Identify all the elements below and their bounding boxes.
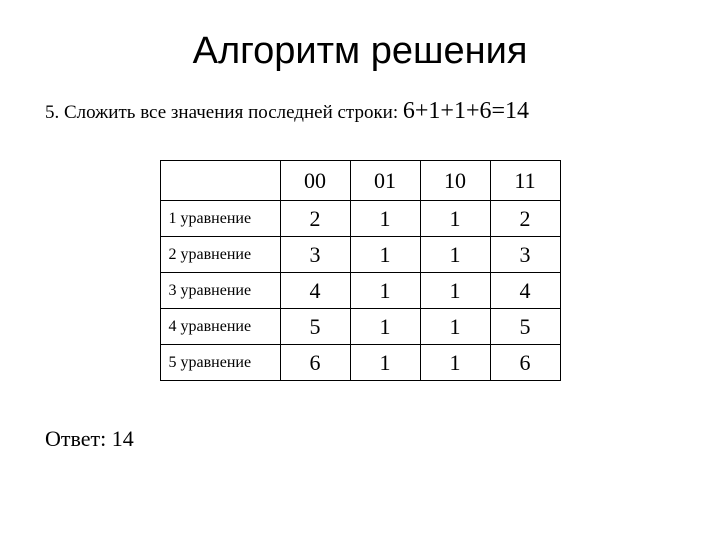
instruction-text: 5. Сложить все значения последней строки… bbox=[45, 98, 680, 125]
cell: 1 bbox=[350, 309, 420, 345]
cell: 1 bbox=[420, 309, 490, 345]
table-row: 5 уравнение 6 1 1 6 bbox=[160, 345, 560, 381]
table-row: 1 уравнение 2 1 1 2 bbox=[160, 201, 560, 237]
row-label: 1 уравнение bbox=[160, 201, 280, 237]
cell: 1 bbox=[350, 273, 420, 309]
cell: 3 bbox=[490, 237, 560, 273]
cell: 2 bbox=[490, 201, 560, 237]
cell: 1 bbox=[420, 237, 490, 273]
answer-text: Ответ: 14 bbox=[45, 426, 680, 452]
data-table: 00 01 10 11 1 уравнение 2 1 1 2 2 уравне… bbox=[160, 160, 561, 381]
cell: 1 bbox=[420, 201, 490, 237]
row-label: 5 уравнение bbox=[160, 345, 280, 381]
page-title: Алгоритм решения bbox=[40, 30, 680, 73]
cell: 6 bbox=[490, 345, 560, 381]
instruction-math: 6+1+1+6=14 bbox=[403, 98, 529, 124]
cell: 1 bbox=[350, 201, 420, 237]
row-label: 2 уравнение bbox=[160, 237, 280, 273]
cell: 4 bbox=[490, 273, 560, 309]
header-cell-empty bbox=[160, 161, 280, 201]
cell: 1 bbox=[350, 345, 420, 381]
row-label: 3 уравнение bbox=[160, 273, 280, 309]
cell: 5 bbox=[280, 309, 350, 345]
cell: 4 bbox=[280, 273, 350, 309]
cell: 1 bbox=[350, 237, 420, 273]
row-label: 4 уравнение bbox=[160, 309, 280, 345]
table-header-row: 00 01 10 11 bbox=[160, 161, 560, 201]
table-row: 2 уравнение 3 1 1 3 bbox=[160, 237, 560, 273]
table-container: 00 01 10 11 1 уравнение 2 1 1 2 2 уравне… bbox=[40, 160, 680, 381]
answer-label: Ответ: bbox=[45, 426, 112, 451]
header-cell: 11 bbox=[490, 161, 560, 201]
header-cell: 01 bbox=[350, 161, 420, 201]
cell: 3 bbox=[280, 237, 350, 273]
cell: 5 bbox=[490, 309, 560, 345]
table-row: 3 уравнение 4 1 1 4 bbox=[160, 273, 560, 309]
instruction-prefix: 5. Сложить все значения последней строки… bbox=[45, 102, 403, 123]
cell: 1 bbox=[420, 345, 490, 381]
cell: 2 bbox=[280, 201, 350, 237]
cell: 6 bbox=[280, 345, 350, 381]
table-row: 4 уравнение 5 1 1 5 bbox=[160, 309, 560, 345]
answer-value: 14 bbox=[112, 426, 134, 451]
header-cell: 00 bbox=[280, 161, 350, 201]
header-cell: 10 bbox=[420, 161, 490, 201]
cell: 1 bbox=[420, 273, 490, 309]
